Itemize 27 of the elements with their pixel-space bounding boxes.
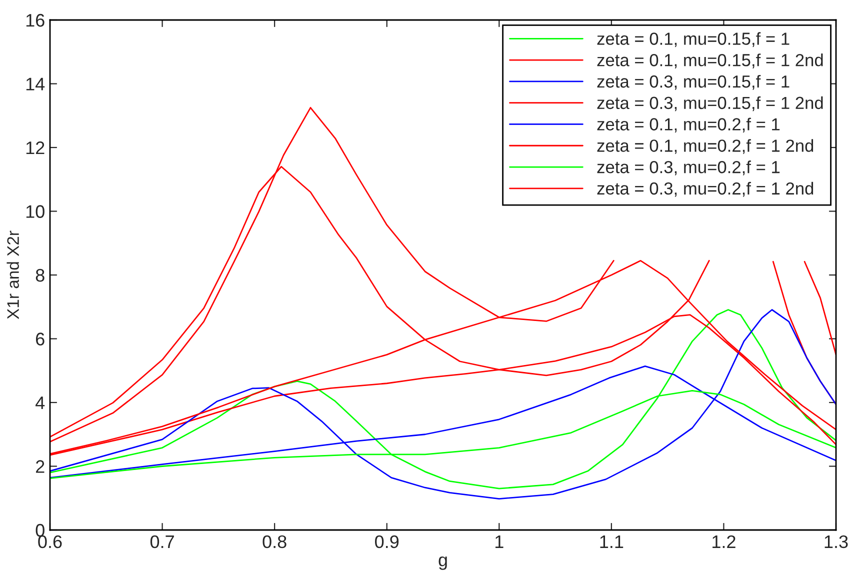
x-tick-label: 1.2 xyxy=(712,535,736,548)
y-tick-label: 6 xyxy=(36,332,44,346)
x-tick-label: 0.6 xyxy=(38,535,62,548)
x-tick-label: 0.7 xyxy=(150,535,174,548)
y-tick-label: 14 xyxy=(26,78,45,90)
y-tick-label: 10 xyxy=(26,205,44,218)
y-tick-label: 2 xyxy=(36,460,44,473)
x-tick-label: 0.9 xyxy=(375,535,399,548)
legend-label: zeta = 0.1, mu=0.15,f = 1 xyxy=(597,32,790,47)
legend-label: zeta = 0.1, mu=0.15,f = 1 2nd xyxy=(597,54,823,68)
x-tick-label: 1.3 xyxy=(824,535,848,548)
y-axis-title: X1r and X2r xyxy=(6,230,19,320)
y-tick-label: 4 xyxy=(36,396,45,410)
x-tick-label: 0.8 xyxy=(262,535,286,548)
y-tick-label: 8 xyxy=(36,268,44,282)
y-tick-label: 0 xyxy=(36,524,44,537)
legend-label: zeta = 0.3, mu=0.15,f = 1 xyxy=(597,74,790,90)
legend-label: zeta = 0.3, mu=0.2,f = 1 2nd xyxy=(597,182,814,197)
x-axis-title: g xyxy=(438,556,447,570)
legend-label: zeta = 0.3, mu=0.15,f = 1 2nd xyxy=(597,96,823,112)
y-tick-label: 16 xyxy=(26,14,44,27)
y-tick-label: 12 xyxy=(26,141,44,154)
legend-label: zeta = 0.1, mu=0.2,f = 1 2nd xyxy=(597,139,814,154)
legend-label: zeta = 0.3, mu=0.2,f = 1 xyxy=(597,160,780,176)
legend-label: zeta = 0.1, mu=0.2,f = 1 xyxy=(597,118,780,133)
x-tick-label: 1 xyxy=(496,536,504,548)
x-tick-label: 1.1 xyxy=(600,536,624,548)
